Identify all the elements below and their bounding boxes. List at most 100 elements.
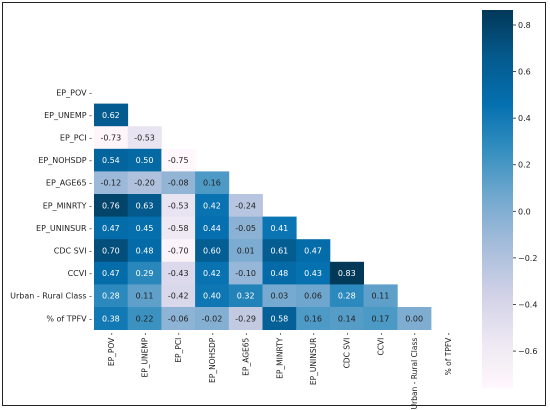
cell-value-label: 0.50 [136, 156, 154, 165]
colorbar-tick-label: 0.6 [518, 68, 531, 77]
row-tick-label: EP_POV - [56, 88, 92, 97]
cell-value-label: 0.47 [102, 269, 120, 278]
colorbar-gradient [482, 10, 513, 388]
heatmap-cell [161, 148, 196, 172]
cell-value-label: 0.41 [270, 224, 288, 233]
column-tick-label: CDC SVI - [343, 332, 352, 368]
cell-value-label: -0.43 [168, 269, 189, 278]
row-tick-label: EP_PCI - [60, 134, 92, 143]
row-tick-label: % of TPFV - [46, 314, 92, 323]
cell-value-label: -0.42 [168, 292, 189, 301]
heatmap-cell [161, 171, 196, 195]
heatmap-cell [94, 284, 129, 308]
cell-value-label: 0.22 [136, 314, 154, 323]
cell-value-label: -0.75 [168, 156, 189, 165]
cell-value-label: 0.48 [270, 269, 288, 278]
heatmap-cell [127, 239, 162, 263]
cell-value-label: 0.14 [338, 314, 356, 323]
column-tick-label: EP_MINRTY - [275, 332, 284, 379]
column-tick-label: EP_POV - [107, 332, 116, 366]
cell-value-label: 0.48 [136, 247, 154, 256]
cell-value-label: 0.61 [270, 247, 288, 256]
colorbar-tick-label: 0.8 [518, 21, 531, 30]
heatmap-cell [94, 103, 129, 127]
heatmap-cell [195, 216, 230, 240]
heatmap-cell [397, 307, 432, 330]
cell-value-label: 0.83 [338, 269, 356, 278]
column-tick-label: EP_AGE65 - [242, 332, 251, 375]
cell-value-label: 0.54 [102, 156, 120, 165]
column-tick-label: Urban - Rural Class - [410, 332, 419, 409]
heatmap-cell [195, 171, 230, 195]
heatmap-cell [228, 216, 263, 240]
cell-value-label: 0.11 [136, 292, 154, 301]
cell-value-label: 0.44 [203, 224, 221, 233]
column-tick-label: EP_PCI - [174, 332, 183, 362]
heatmap-cell [363, 307, 398, 330]
heatmap-cell [161, 307, 196, 330]
heatmap-cells: 0.62 -0.73 -0.53 0.54 0.50 -0.75 -0.12 -0.20 -0.… [94, 103, 432, 330]
row-tick-label: EP_UNINSUR - [36, 224, 92, 233]
cell-value-label: 0.70 [102, 247, 120, 256]
heatmap-cell [329, 261, 364, 285]
heatmap-cell [195, 194, 230, 217]
cell-value-label: 0.16 [304, 314, 322, 323]
heatmap-cell [228, 284, 263, 308]
heatmap-cell [94, 216, 129, 240]
heatmap-cell [228, 261, 263, 285]
cell-value-label: -0.12 [100, 179, 121, 188]
cell-value-label: -0.02 [202, 314, 223, 323]
cell-value-label: 0.03 [270, 292, 288, 301]
cell-value-label: -0.53 [168, 201, 189, 210]
cell-value-label: -0.53 [134, 134, 155, 143]
heatmap-cell [195, 239, 230, 263]
heatmap-cell [94, 239, 129, 263]
heatmap-cell [296, 284, 331, 308]
row-tick-label: EP_NOHSDP - [38, 156, 92, 165]
column-labels: EP_POV - EP_UNEMP - EP_PCI - EP_NOHSDP - EP_… [107, 332, 453, 409]
heatmap-cell [228, 307, 263, 330]
cell-value-label: -0.08 [168, 179, 189, 188]
cell-value-label: -0.73 [100, 134, 121, 143]
cell-value-label: 0.63 [136, 201, 154, 210]
heatmap-cell [262, 216, 297, 240]
heatmap-cell [329, 284, 364, 308]
heatmap-cell [228, 194, 263, 217]
figure-frame [2, 2, 546, 406]
row-tick-label: Urban - Rural Class - [10, 292, 92, 301]
cell-value-label: 0.47 [304, 247, 322, 256]
heatmap-cell [94, 307, 129, 330]
cell-value-label: 0.28 [102, 292, 120, 301]
heatmap-cell [296, 261, 331, 285]
heatmap-cell [94, 194, 129, 217]
heatmap-cell [161, 216, 196, 240]
heatmap-cell [127, 148, 162, 172]
cell-value-label: -0.24 [235, 201, 256, 210]
heatmap-cell [161, 239, 196, 263]
heatmap-cell [127, 171, 162, 195]
row-tick-label: EP_AGE65 - [46, 179, 92, 188]
heatmap-cell [161, 284, 196, 308]
heatmap-cell [363, 284, 398, 308]
cell-value-label: 0.11 [372, 292, 390, 301]
heatmap-cell [262, 239, 297, 263]
colorbar-tick-label: 0.2 [518, 161, 531, 170]
cell-value-label: 0.47 [102, 224, 120, 233]
cell-value-label: 0.01 [237, 247, 255, 256]
heatmap-cell [127, 307, 162, 330]
heatmap-cell [127, 126, 162, 150]
cell-value-label: -0.20 [134, 179, 155, 188]
cell-value-label: 0.00 [405, 314, 423, 323]
cell-value-label: 0.60 [203, 247, 221, 256]
colorbar-tick-label: 0.4 [518, 114, 531, 123]
heatmap-cell [127, 216, 162, 240]
heatmap-cell [296, 239, 331, 263]
cell-value-label: 0.76 [102, 201, 120, 210]
cell-value-label: 0.28 [338, 292, 356, 301]
heatmap-cell [127, 194, 162, 217]
cell-value-label: -0.05 [235, 224, 256, 233]
cell-value-label: 0.42 [203, 201, 221, 210]
heatmap-cell [195, 261, 230, 285]
cell-value-label: 0.32 [237, 292, 255, 301]
